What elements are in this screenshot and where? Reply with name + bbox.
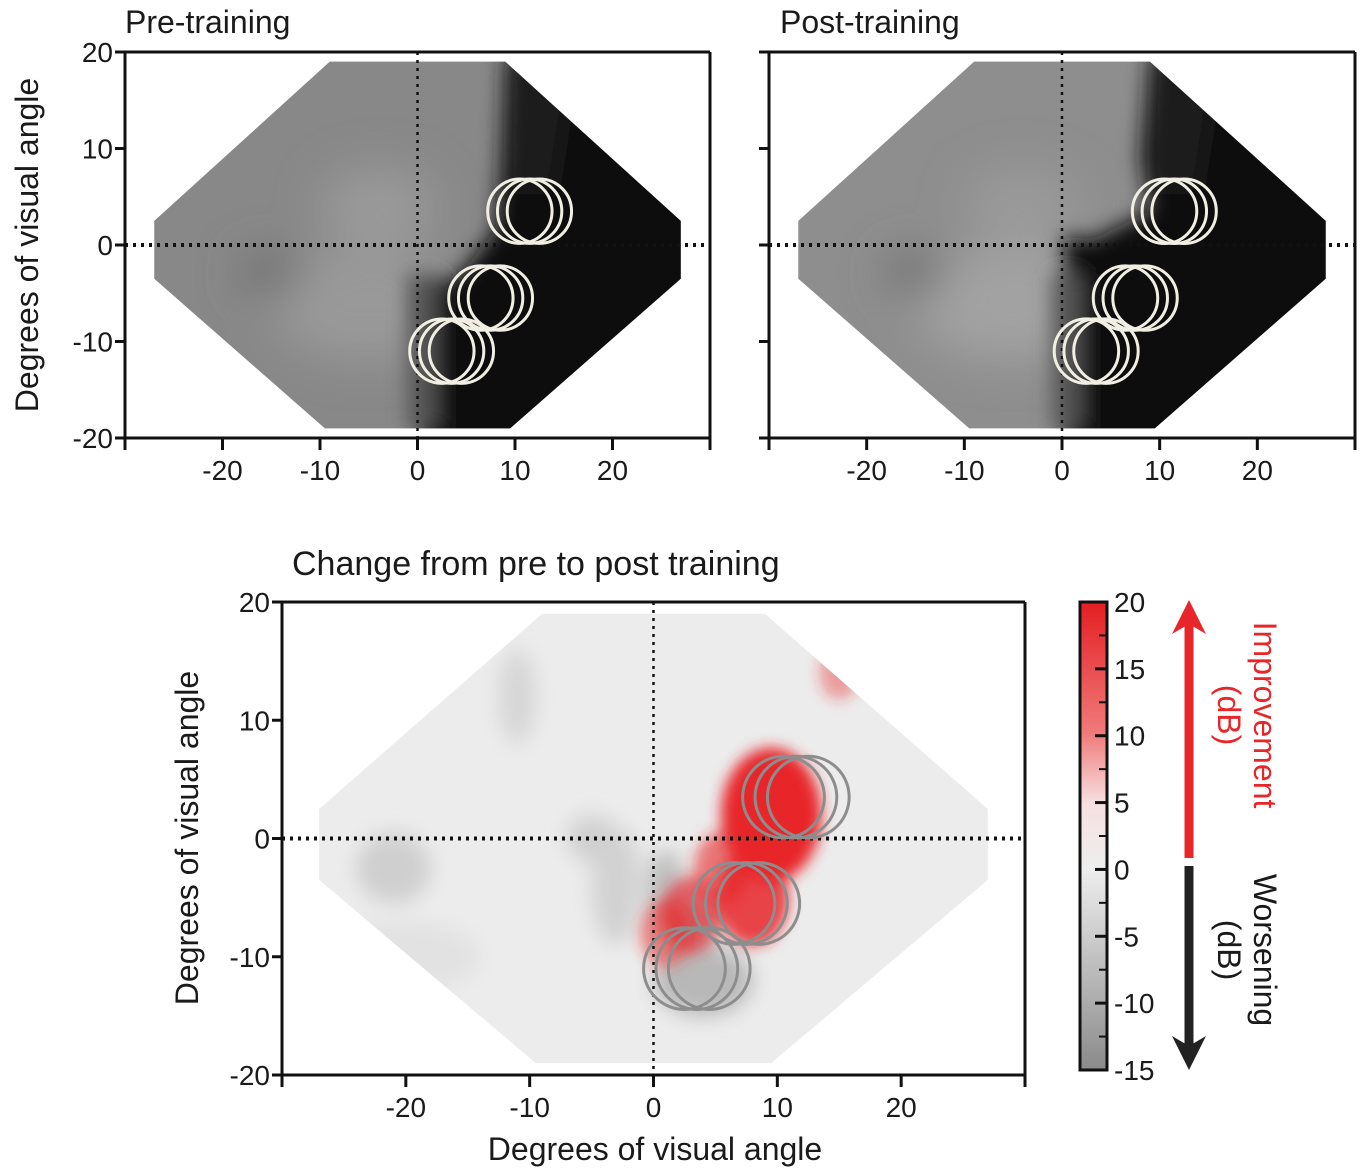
colorbar-tick-label: 5 — [1114, 788, 1130, 819]
y-tick-label: -20 — [73, 423, 113, 454]
y-tick-label: 10 — [82, 134, 113, 165]
pre-training-stimulus-circles — [408, 177, 574, 385]
pre-training-axes: -20 -10 0 10 20 20 10 0 -10 -20 — [73, 37, 712, 486]
x-tick-label: -20 — [386, 1092, 426, 1123]
stimulus-circle — [654, 926, 740, 1011]
deficit-transition — [407, 273, 437, 429]
worsening-label: Worsening (dB) — [1211, 874, 1283, 1026]
x-tick-label: 0 — [646, 1092, 662, 1123]
worsening-label-line2: (dB) — [1211, 920, 1247, 980]
light-patch-upper — [964, 167, 1082, 245]
stimulus-circle — [1072, 317, 1140, 385]
stimulus-circle — [753, 754, 839, 840]
stimulus-circle — [1150, 177, 1218, 245]
worsening-patch — [566, 814, 617, 863]
colorbar-ticks: 20 15 10 5 0 -5 -10 -15 — [1095, 587, 1154, 1086]
x-tick-label: 20 — [886, 1092, 917, 1123]
x-tick-label: -10 — [300, 455, 340, 486]
y-tick-label: 20 — [82, 37, 113, 68]
y-tick-label: -20 — [230, 1060, 270, 1091]
dark-spot — [242, 254, 301, 294]
post-training-title: Post-training — [780, 4, 960, 40]
stimulus-circle — [741, 754, 826, 840]
worsening-patch — [356, 832, 431, 904]
stimulus-circle — [505, 177, 574, 245]
improvement-label-line1: Improvement — [1247, 622, 1283, 809]
change-title: Change from pre to post training — [292, 545, 780, 583]
y-tick-label: -10 — [230, 942, 270, 973]
improvement-label-line2: (dB) — [1211, 685, 1247, 745]
colorbar-tick-label: -5 — [1114, 921, 1139, 952]
improvement-hotspot — [819, 645, 860, 700]
stimulus-circle — [704, 861, 789, 946]
stimulus-circle — [765, 754, 851, 840]
stimulus-circle — [1111, 264, 1179, 332]
worsening-arrow-head — [1172, 1036, 1206, 1070]
worsening-label-line1: Worsening — [1247, 874, 1283, 1026]
change-x-axis-label: Degrees of visual angle — [488, 1131, 822, 1167]
change-axes: -20 -10 0 10 20 20 10 0 -10 -20 — [230, 587, 1027, 1123]
x-tick-label: 10 — [762, 1092, 793, 1123]
y-tick-label: 0 — [97, 230, 113, 261]
x-tick-label: -20 — [846, 455, 886, 486]
change-y-axis-label: Degrees of visual angle — [169, 671, 205, 1005]
pre-training-panel: Pre-training -20 -10 0 10 20 20 10 0 -10 -20 Degr… — [9, 4, 712, 486]
improvement-label: Improvement (dB) — [1211, 622, 1283, 809]
post-training-stimulus-circles — [1052, 177, 1218, 385]
stimulus-circle — [666, 926, 752, 1011]
colorbar: 20 15 10 5 0 -5 -10 -15 Improvement (dB) Worsen… — [1078, 587, 1283, 1086]
x-tick-label: -20 — [202, 455, 242, 486]
x-tick-label: 0 — [1054, 455, 1070, 486]
y-tick-label: 10 — [239, 705, 270, 736]
post-training-panel: Post-training -20 -10 0 10 20 — [759, 4, 1357, 486]
stimulus-circle — [466, 264, 535, 332]
stimulus-circle — [691, 861, 777, 946]
worsening-patch — [498, 649, 536, 744]
x-tick-label: -10 — [509, 1092, 549, 1123]
pre-training-y-axis-label: Degrees of visual angle — [9, 78, 45, 412]
colorbar-tick-label: -15 — [1114, 1055, 1154, 1086]
colorbar-tick-label: 20 — [1114, 587, 1145, 618]
deficit-transition — [1052, 273, 1082, 429]
dark-spot — [886, 254, 945, 294]
stimulus-circle — [427, 317, 496, 385]
colorbar-tick-label: 0 — [1114, 854, 1130, 885]
colorbar-tick-label: 15 — [1114, 654, 1145, 685]
colorbar-tick-label: -10 — [1114, 988, 1154, 1019]
x-tick-label: 20 — [597, 455, 628, 486]
change-stimulus-circles — [642, 754, 851, 1011]
colorbar-tick-label: 10 — [1114, 721, 1145, 752]
stimulus-circle — [642, 926, 727, 1011]
y-tick-label: 0 — [254, 824, 270, 855]
improvement-arrow-head — [1172, 600, 1206, 634]
x-tick-label: 10 — [1144, 455, 1175, 486]
light-patch-upper — [320, 167, 437, 245]
change-panel: Change from pre to post training -20 -10 0… — [169, 545, 1027, 1167]
post-training-axes: -20 -10 0 10 20 — [759, 50, 1357, 486]
x-tick-label: 0 — [410, 455, 426, 486]
worsening-patch — [331, 921, 481, 993]
y-tick-label: 20 — [239, 587, 270, 618]
y-tick-label: -10 — [73, 327, 113, 358]
x-tick-label: 10 — [499, 455, 530, 486]
pre-training-title: Pre-training — [125, 4, 290, 40]
x-tick-label: -10 — [944, 455, 984, 486]
stimulus-circle — [716, 861, 802, 946]
x-tick-label: 20 — [1242, 455, 1273, 486]
